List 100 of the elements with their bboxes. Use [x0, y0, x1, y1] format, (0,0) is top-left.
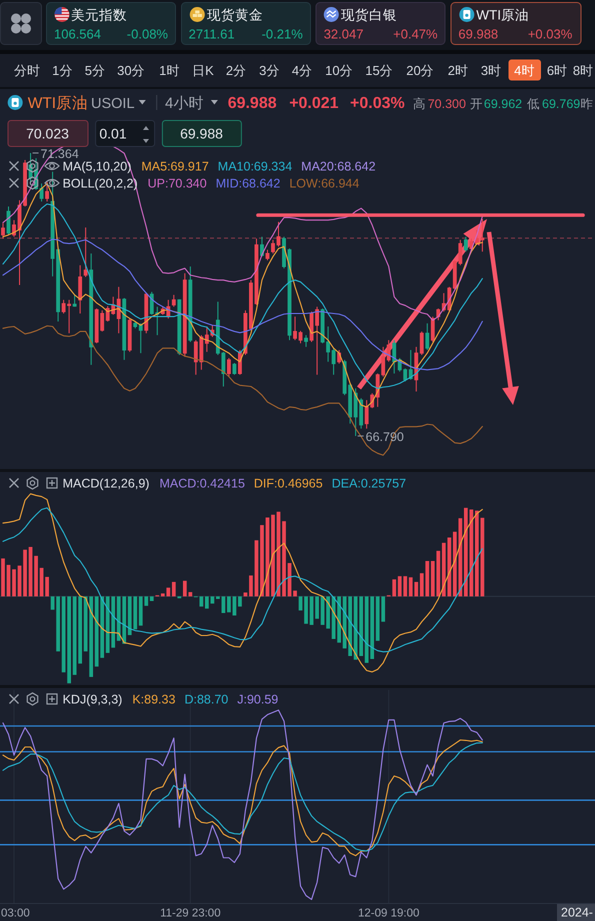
bar: [128, 596, 132, 636]
x-tick-label: 12-09 19:00: [358, 908, 420, 920]
text: 高: [413, 96, 426, 111]
text: -0.21%: [262, 26, 304, 42]
text: 昨: [580, 97, 594, 111]
candlestick: [408, 350, 413, 380]
candlestick: [392, 340, 396, 374]
bar: [78, 596, 82, 664]
bar: [199, 596, 204, 607]
text: 4时: [514, 62, 534, 78]
candlestick: [133, 321, 138, 329]
text: 8时: [572, 62, 594, 78]
text: 分时: [14, 62, 40, 78]
bar: [94, 596, 99, 667]
text: MACD:0.42415: [159, 476, 245, 490]
x-tick-label: 03:00: [1, 908, 30, 920]
bar: [144, 596, 148, 606]
candlestick: [177, 298, 182, 356]
text: 69.988: [228, 95, 277, 112]
text: DEA:0.25757: [332, 476, 406, 490]
chart-title: MACD(12,26,9): [62, 476, 150, 490]
candlestick: [94, 308, 99, 344]
candlestick: [386, 340, 391, 362]
text: 现货黄金: [206, 8, 263, 22]
text: 15分: [365, 62, 393, 78]
text: +0.47%: [393, 26, 438, 42]
bar: [398, 576, 402, 596]
candlestick: [304, 334, 308, 348]
candlestick: [381, 346, 386, 378]
bar: [425, 561, 430, 596]
candlestick: [155, 306, 160, 336]
text: 1分: [52, 62, 72, 78]
bar: [160, 593, 165, 596]
text: 5分: [84, 62, 106, 78]
series-label: UP:70.340: [148, 176, 207, 190]
text: 32.047: [324, 26, 364, 42]
text: 70.023: [26, 126, 70, 142]
text: D:88.70: [184, 692, 228, 706]
bar: [172, 582, 176, 596]
text: 3时: [480, 62, 502, 78]
candlestick: [182, 272, 187, 358]
bar: [480, 518, 484, 596]
candlestick: [128, 318, 132, 352]
legend-label: MA20:68.642: [301, 160, 376, 174]
candlestick: [232, 362, 236, 376]
text: 30分: [117, 62, 145, 78]
text: +0.03%: [528, 26, 573, 42]
text: 69.988: [180, 126, 224, 142]
text: 现货白银: [340, 8, 397, 22]
candlestick: [78, 264, 82, 314]
text: MA10:69.334: [218, 160, 292, 174]
text: 2711.61: [188, 26, 235, 42]
bar: [359, 596, 364, 656]
text: 4小时: [165, 95, 204, 112]
candlestick: [172, 294, 176, 308]
x-tick-label: 11-29 23:00: [160, 908, 221, 920]
chart-title: KDJ(9,3,3): [62, 692, 122, 706]
text: 70.300: [428, 97, 466, 111]
bar: [376, 596, 380, 641]
text: -0.08%: [126, 26, 168, 42]
text: 6时: [546, 62, 568, 78]
text: WTI原油: [28, 94, 88, 112]
text: DIF:0.46965: [254, 476, 323, 490]
text: 2时: [448, 62, 468, 78]
text: 10分: [325, 62, 353, 78]
text: 0.01: [99, 126, 127, 142]
bar: [436, 550, 440, 596]
bar: [370, 596, 374, 659]
candlestick: [6, 206, 10, 236]
text: 20分: [406, 62, 434, 78]
text: 2024-: [561, 906, 593, 920]
text: +0.03%: [350, 95, 405, 112]
candlestick: [100, 310, 104, 332]
text: 69.769: [542, 97, 580, 111]
text: 低: [526, 97, 540, 111]
bar: [403, 576, 408, 596]
bar: [84, 596, 88, 652]
candlestick: [116, 286, 121, 334]
bar: [166, 588, 170, 596]
bar: [392, 579, 396, 596]
text: 1时: [159, 62, 180, 78]
candlestick: [425, 322, 430, 350]
text: 69.988: [458, 26, 498, 42]
text: MID:68.642: [216, 176, 280, 190]
candlestick: [45, 181, 50, 202]
text: MA5:69.917: [141, 160, 209, 174]
bar: [138, 596, 143, 626]
text: USOIL: [91, 96, 135, 112]
bar: [414, 582, 418, 596]
text: 2分: [226, 62, 246, 78]
text: 4分: [292, 62, 312, 78]
bar: [381, 596, 386, 622]
bar: [89, 596, 94, 677]
candlestick: [464, 236, 468, 252]
text: 日K: [192, 62, 214, 78]
text: 106.564: [54, 26, 101, 42]
candlestick: [89, 252, 94, 366]
text: K:89.33: [132, 692, 176, 706]
bar: [72, 596, 77, 675]
bar: [150, 596, 154, 602]
